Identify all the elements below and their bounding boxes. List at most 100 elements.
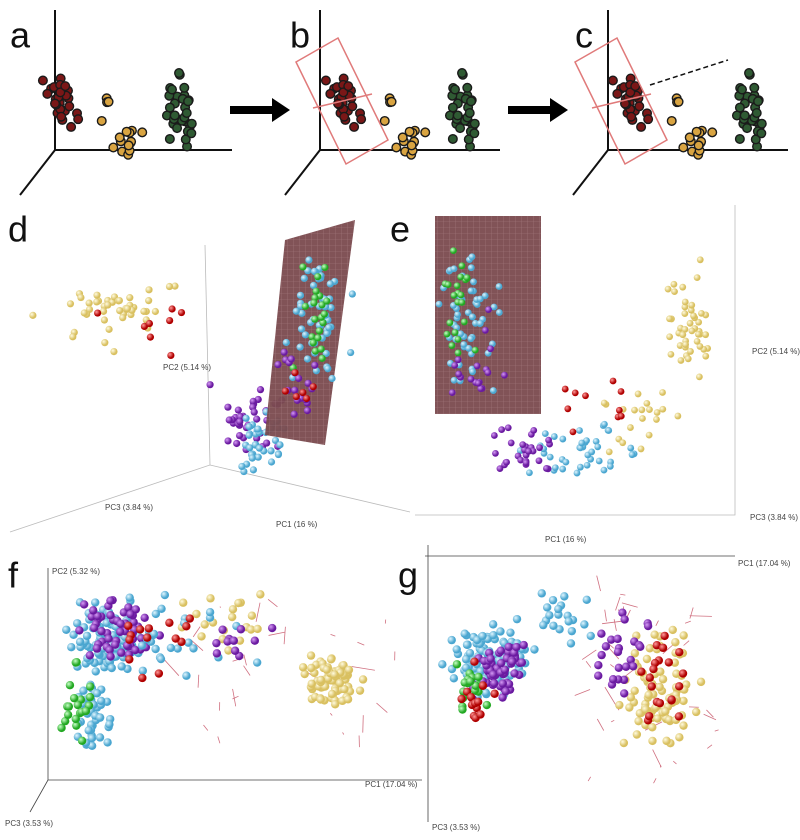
dot — [739, 110, 750, 121]
link — [329, 712, 333, 716]
sphere — [631, 406, 638, 414]
sphere — [489, 387, 497, 394]
sphere — [675, 647, 684, 657]
sphere — [690, 312, 697, 320]
sphere — [463, 274, 471, 282]
sphere — [438, 660, 447, 669]
link — [376, 702, 388, 713]
sphere — [171, 282, 179, 290]
dot — [626, 111, 637, 122]
sphere — [465, 344, 473, 352]
axis-label: PC1 (16 %) — [545, 535, 587, 544]
sphere — [250, 636, 260, 645]
sphere — [449, 674, 459, 683]
sphere — [653, 416, 660, 423]
sphere — [91, 667, 100, 676]
sphere — [282, 338, 290, 347]
sphere — [582, 392, 589, 400]
sphere — [546, 453, 554, 461]
sphere — [301, 331, 310, 339]
sphere — [311, 315, 319, 323]
sphere — [256, 386, 265, 394]
sphere — [85, 299, 93, 307]
sphere — [322, 665, 332, 674]
sphere — [626, 693, 636, 702]
sphere — [80, 309, 88, 317]
link — [611, 719, 615, 723]
sphere — [140, 307, 148, 315]
sphere — [224, 646, 233, 655]
sphere — [100, 316, 109, 324]
dot — [462, 82, 473, 93]
sphere — [126, 610, 135, 619]
sphere — [467, 264, 475, 272]
sphere — [467, 335, 475, 343]
sphere — [573, 469, 581, 477]
panel-letter: c — [575, 15, 593, 56]
link — [602, 620, 622, 625]
sphere — [82, 631, 92, 641]
sphere — [292, 307, 300, 315]
sphere — [151, 644, 160, 654]
sphere — [693, 274, 701, 282]
sphere — [496, 658, 506, 668]
sphere — [146, 333, 155, 341]
dot — [464, 107, 475, 118]
link — [684, 620, 691, 624]
sphere — [632, 730, 642, 739]
sphere — [696, 373, 703, 381]
dot — [734, 102, 745, 113]
dot — [73, 114, 84, 125]
sphere — [519, 640, 528, 650]
sphere — [666, 315, 673, 323]
sphere — [300, 669, 309, 679]
sphere — [145, 286, 153, 294]
sphere — [659, 389, 666, 396]
dot — [744, 68, 755, 79]
sphere — [620, 689, 629, 698]
sphere — [287, 355, 295, 363]
sphere — [498, 426, 506, 434]
sphere — [600, 466, 608, 474]
sphere — [670, 658, 680, 667]
axis-label: PC1 (17.04 %) — [365, 780, 418, 789]
dot — [172, 123, 183, 134]
arrows — [230, 98, 568, 122]
dot — [449, 84, 460, 95]
sphere — [655, 698, 665, 708]
sphere — [328, 374, 336, 383]
sphere — [292, 392, 300, 401]
link — [596, 718, 605, 731]
sphere — [236, 625, 246, 634]
dot — [114, 132, 125, 143]
sphere — [309, 339, 317, 347]
sphere — [84, 726, 93, 735]
sphere — [453, 282, 461, 290]
sphere — [458, 705, 467, 714]
sphere — [312, 287, 320, 295]
sphere — [230, 646, 240, 655]
sphere — [625, 703, 634, 712]
sphere — [627, 444, 635, 452]
sphere — [634, 390, 642, 398]
sphere — [248, 454, 256, 462]
sphere — [92, 644, 102, 653]
sphere — [228, 605, 238, 614]
sphere — [323, 297, 331, 305]
sphere — [530, 427, 538, 434]
dot — [320, 75, 331, 86]
sphere — [506, 628, 515, 637]
link — [197, 674, 200, 688]
sphere — [467, 375, 475, 383]
sphere — [661, 707, 670, 716]
dot — [166, 84, 177, 95]
sphere — [466, 692, 476, 702]
sphere — [325, 324, 333, 332]
sphere — [160, 590, 170, 600]
dot — [339, 111, 350, 122]
axis-label: PC3 (3.84 %) — [105, 503, 153, 512]
link — [610, 664, 615, 668]
sphere — [559, 435, 567, 443]
sphere — [550, 433, 558, 440]
